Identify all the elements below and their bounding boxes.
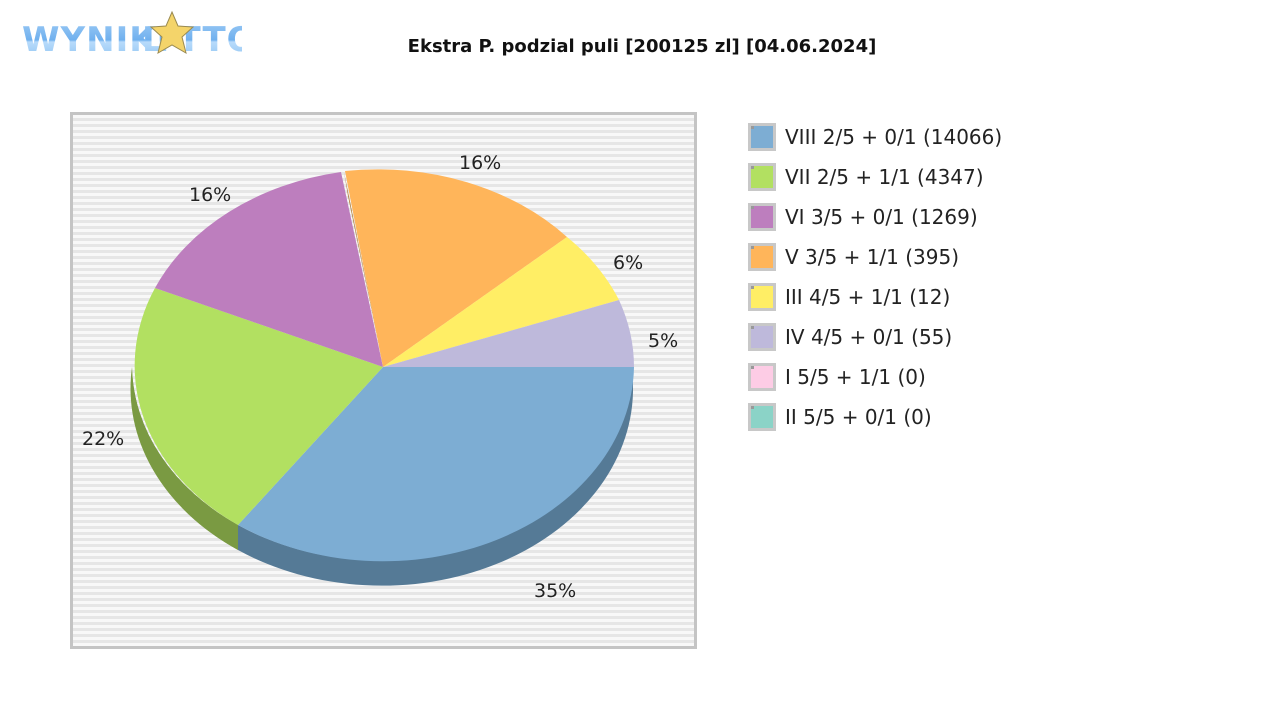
legend-item-iii: III 4/5 + 1/1 (12) bbox=[748, 282, 1002, 322]
legend-label: III 4/5 + 1/1 (12) bbox=[785, 285, 951, 309]
legend-item-v: V 3/5 + 1/1 (395) bbox=[748, 242, 1002, 282]
legend-item-iv: IV 4/5 + 0/1 (55) bbox=[748, 322, 1002, 362]
pie-plot-area: 35% 22% 16% 16% 6% 5% bbox=[70, 112, 697, 649]
legend-swatch bbox=[748, 243, 776, 271]
slice-iii bbox=[383, 237, 619, 367]
label-iv: 5% bbox=[648, 330, 678, 352]
legend-item-viii: VIII 2/5 + 0/1 (14066) bbox=[748, 122, 1002, 162]
legend-swatch bbox=[748, 203, 776, 231]
legend-swatch bbox=[748, 363, 776, 391]
legend-item-vi: VI 3/5 + 0/1 (1269) bbox=[748, 202, 1002, 242]
legend-label: II 5/5 + 0/1 (0) bbox=[785, 405, 932, 429]
label-vii: 22% bbox=[82, 428, 124, 450]
chart-title: Ekstra P. podzial puli [200125 zl] [04.0… bbox=[407, 36, 877, 57]
legend-label: V 3/5 + 1/1 (395) bbox=[785, 245, 960, 269]
legend-swatch bbox=[748, 283, 776, 311]
label-viii: 35% bbox=[534, 580, 576, 602]
legend-swatch bbox=[748, 323, 776, 351]
legend-label: VI 3/5 + 0/1 (1269) bbox=[785, 205, 978, 229]
pie-chart: 35% 22% 16% 16% 6% 5% bbox=[70, 112, 697, 649]
legend-swatch bbox=[748, 163, 776, 191]
slice-vii bbox=[134, 288, 383, 525]
legend-swatch bbox=[748, 403, 776, 431]
legend-label: VII 2/5 + 1/1 (4347) bbox=[785, 165, 984, 189]
logo: WYNIKI L TTO bbox=[20, 10, 256, 60]
legend-label: I 5/5 + 1/1 (0) bbox=[785, 365, 926, 389]
logo-text-1: WYNIKI bbox=[22, 20, 170, 60]
legend-label: IV 4/5 + 0/1 (55) bbox=[785, 325, 953, 349]
slice-iv bbox=[383, 300, 634, 367]
label-vi: 16% bbox=[189, 184, 231, 206]
slice-vi bbox=[155, 172, 383, 367]
legend-item-i: I 5/5 + 1/1 (0) bbox=[748, 362, 1002, 402]
legend: VIII 2/5 + 0/1 (14066) VII 2/5 + 1/1 (43… bbox=[748, 122, 1002, 442]
legend-item-ii: II 5/5 + 0/1 (0) bbox=[748, 402, 1002, 442]
label-iii: 6% bbox=[613, 252, 643, 274]
pie-slices bbox=[134, 169, 634, 562]
star-icon bbox=[149, 10, 195, 55]
legend-label: VIII 2/5 + 0/1 (14066) bbox=[785, 125, 1003, 149]
label-v: 16% bbox=[459, 152, 501, 174]
logo-graphic: WYNIKI L TTO bbox=[22, 10, 256, 60]
pie-depth bbox=[130, 172, 633, 586]
legend-item-vii: VII 2/5 + 1/1 (4347) bbox=[748, 162, 1002, 202]
slice-v bbox=[345, 169, 567, 367]
legend-swatch bbox=[748, 123, 776, 151]
slice-viii bbox=[238, 367, 634, 562]
